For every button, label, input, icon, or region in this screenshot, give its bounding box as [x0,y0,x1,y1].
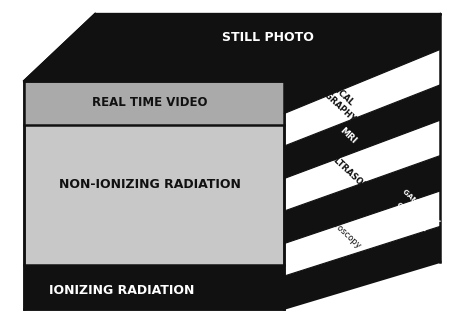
Polygon shape [284,191,440,276]
Text: STILL PHOTO: STILL PHOTO [222,31,314,44]
Polygon shape [24,81,284,308]
Polygon shape [284,120,440,211]
Polygon shape [284,14,440,114]
Polygon shape [24,81,284,125]
Text: GAMMA RAY
X-RAY
CAT SCAN: GAMMA RAY X-RAY CAT SCAN [392,188,441,235]
Text: ULTRASOUND: ULTRASOUND [327,152,379,201]
Text: IONIZING RADIATION: IONIZING RADIATION [48,284,194,297]
Polygon shape [284,85,440,178]
Text: OPTICAL
TOMOGRAPHY: OPTICAL TOMOGRAPHY [303,65,365,124]
Text: REAL TIME VIDEO: REAL TIME VIDEO [92,96,207,109]
Polygon shape [24,14,440,81]
Text: Fluoroscopy: Fluoroscopy [319,209,363,251]
Polygon shape [284,156,440,244]
Text: NON-IONIZING RADIATION: NON-IONIZING RADIATION [59,178,240,191]
Polygon shape [284,49,440,146]
Polygon shape [24,265,284,308]
Polygon shape [284,226,440,308]
Text: MRI: MRI [338,126,358,146]
